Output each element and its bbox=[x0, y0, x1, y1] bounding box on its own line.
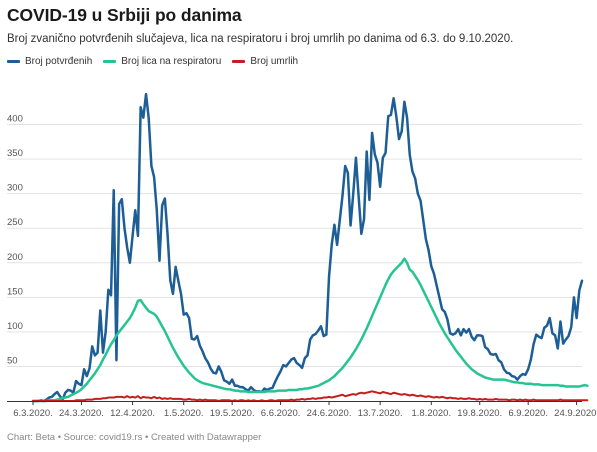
y-axis-ticks: 50 100 150 200 250 300 350 400 bbox=[7, 114, 23, 367]
legend-label-potvrdjeni: Broj potvrđenih bbox=[25, 56, 93, 67]
x-axis-ticks: 6.3.2020. 24.3.2020. 12.4.2020. 1.5.2020. 19… bbox=[13, 401, 597, 419]
x-tick-label: 12.4.2020. bbox=[110, 408, 155, 419]
y-tick-label: 200 bbox=[7, 252, 23, 263]
y-tick-label: 300 bbox=[7, 183, 23, 194]
x-tick-label: 1.5.2020. bbox=[164, 408, 204, 419]
series-line-umrli bbox=[32, 390, 589, 402]
x-tick-label: 13.7.2020. bbox=[358, 408, 403, 419]
y-tick-label: 400 bbox=[7, 114, 23, 125]
x-tick-label: 6.6.2020. bbox=[261, 408, 301, 419]
legend: Broj potvrđenih Broj lica na respiratoru… bbox=[7, 56, 298, 67]
legend-item-respirator: Broj lica na respiratoru bbox=[103, 56, 221, 67]
legend-label-respirator: Broj lica na respiratoru bbox=[121, 56, 222, 67]
x-tick-label: 19.5.2020. bbox=[210, 408, 255, 419]
y-tick-label: 100 bbox=[7, 321, 23, 332]
chart-title: COVID-19 u Srbiji po danima bbox=[7, 5, 242, 25]
x-tick-label: 6.9.2020. bbox=[508, 408, 548, 419]
x-tick-label: 19.8.2020. bbox=[457, 408, 502, 419]
chart-subtitle: Broj zvanično potvrđenih slučajeva, lica… bbox=[7, 33, 514, 45]
legend-item-potvrdjeni: Broj potvrđenih bbox=[7, 56, 92, 67]
x-tick-label: 1.8.2020. bbox=[411, 408, 451, 419]
series-lines bbox=[31, 92, 589, 403]
x-tick-label: 24.3.2020. bbox=[59, 408, 104, 419]
legend-swatch-potvrdjeni bbox=[7, 60, 20, 63]
legend-swatch-respirator bbox=[103, 60, 117, 63]
y-tick-label: 350 bbox=[7, 148, 23, 159]
y-tick-label: 50 bbox=[7, 355, 18, 366]
y-tick-label: 150 bbox=[7, 286, 23, 297]
legend-item-umrli: Broj umrlih bbox=[232, 56, 298, 67]
legend-swatch-umrli bbox=[232, 60, 246, 63]
chart-footer: Chart: Beta • Source: covid19.rs • Creat… bbox=[7, 432, 262, 443]
x-tick-label: 24.6.2020. bbox=[307, 408, 352, 419]
x-tick-label: 6.3.2020. bbox=[13, 408, 53, 419]
grid-lines bbox=[7, 124, 582, 367]
series-line-respirator bbox=[31, 257, 589, 403]
x-tick-label: 24.9.2020. bbox=[554, 408, 597, 419]
series-line-potvrdjeni bbox=[31, 92, 584, 403]
y-tick-label: 250 bbox=[7, 217, 23, 228]
legend-label-umrli: Broj umrlih bbox=[250, 56, 299, 67]
